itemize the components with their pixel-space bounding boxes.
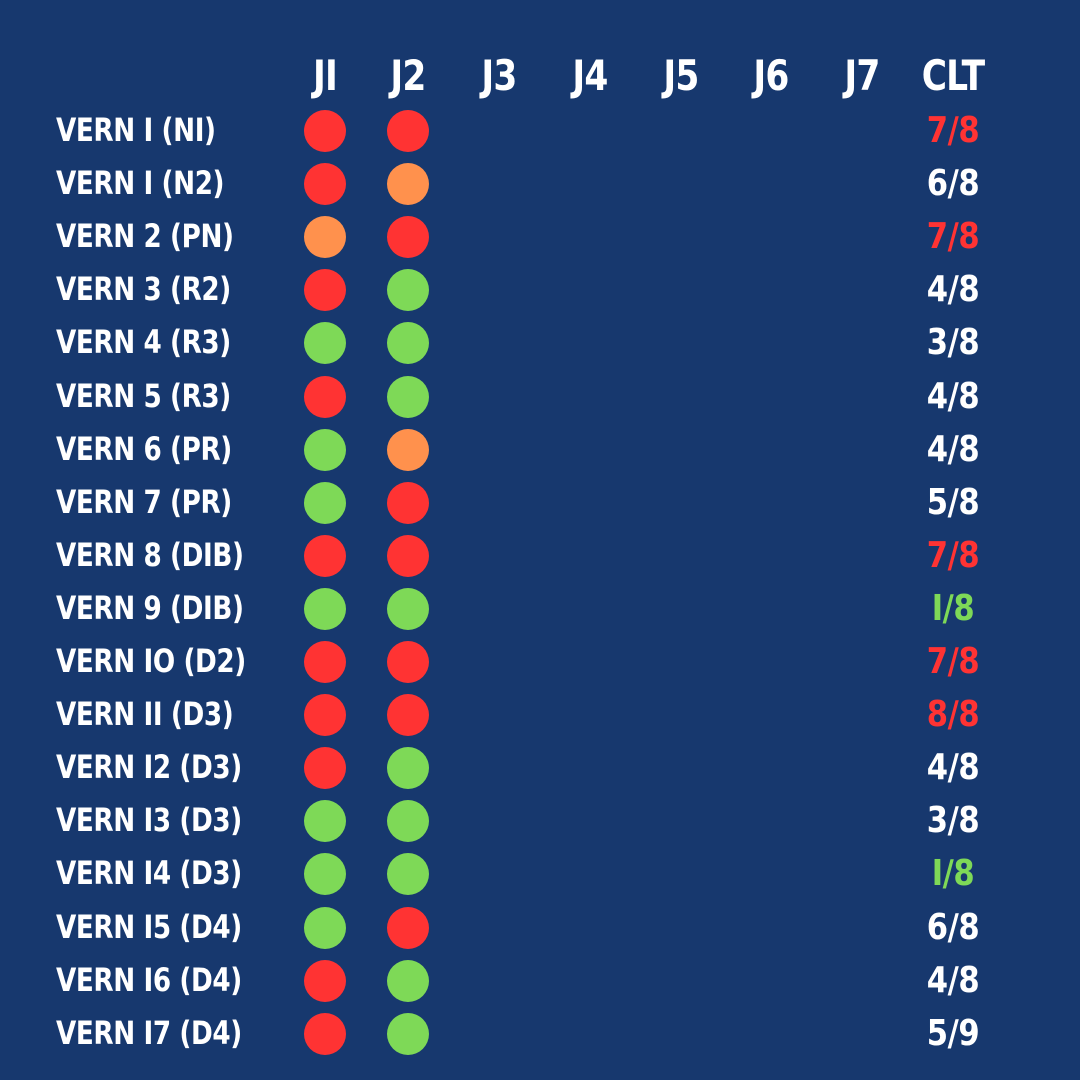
row-label: VERN I6 (D4) (56, 960, 242, 999)
status-dot-j2-green (387, 322, 429, 365)
column-header-ji: JI (312, 51, 338, 100)
status-dot-j1-red (304, 375, 346, 418)
table-row: VERN I (NI) 7/8 (0, 104, 1080, 157)
status-dot-j1-red (304, 163, 346, 206)
clt-score: 8/8 (926, 694, 980, 736)
clt-score: 7/8 (926, 110, 980, 151)
status-dot-j1-red (304, 959, 346, 1002)
status-dot-j2-green (387, 375, 429, 418)
row-label: VERN IO (D2) (56, 642, 246, 680)
clt-score: 4/8 (926, 428, 980, 470)
clt-score: 3/8 (926, 800, 980, 842)
column-header-j2: J2 (390, 51, 426, 100)
status-dot-j2-green (387, 1012, 429, 1055)
row-label: VERN 8 (DIB) (56, 535, 244, 574)
status-dot-j1-red (304, 534, 346, 577)
status-dot-j1-red (304, 1012, 346, 1055)
status-dot-j2-red (387, 906, 429, 949)
status-dot-j2-green (387, 587, 429, 630)
table-row: VERN 4 (R3) 3/8 (0, 316, 1080, 369)
table-row: VERN 8 (DIB) 7/8 (0, 529, 1080, 582)
clt-score: 6/8 (926, 906, 980, 948)
column-header-j6: J6 (753, 51, 789, 100)
status-dot-j2-red (387, 216, 429, 259)
row-label: VERN I4 (D3) (56, 854, 242, 893)
status-dot-j2-red (387, 641, 429, 683)
row-label: VERN 2 (PN) (56, 217, 234, 256)
column-header-j3: J3 (481, 51, 517, 100)
table-row: VERN 2 (PN) 7/8 (0, 210, 1080, 263)
table-row: VERN I2 (D3) 4/8 (0, 741, 1080, 794)
clt-score: I/8 (931, 853, 975, 895)
row-label: VERN I2 (D3) (56, 748, 242, 787)
row-label: VERN I7 (D4) (56, 1013, 242, 1052)
row-label: VERN I (N2) (56, 164, 225, 203)
table-row: VERN 6 (PR) 4/8 (0, 423, 1080, 476)
status-dot-j2-red (387, 694, 429, 737)
row-label: VERN I5 (D4) (56, 907, 242, 946)
clt-score: 4/8 (926, 959, 980, 1001)
table-row: VERN I4 (D3) I/8 (0, 847, 1080, 900)
status-dot-j2-green (387, 959, 429, 1002)
table-row: VERN 5 (R3) 4/8 (0, 370, 1080, 423)
status-dot-j1-red (304, 694, 346, 737)
row-label: VERN 6 (PR) (56, 429, 232, 468)
status-dot-j2-green (387, 853, 429, 896)
row-label: VERN II (D3) (56, 695, 234, 734)
column-header-j7: J7 (844, 51, 880, 100)
table-row: VERN 9 (DIB) I/8 (0, 582, 1080, 635)
clt-score: 6/8 (926, 163, 980, 205)
table-row: VERN I (N2) 6/8 (0, 157, 1080, 210)
column-header-j5: J5 (663, 51, 699, 100)
status-dot-j2-orange (387, 163, 429, 206)
clt-score: 5/9 (926, 1012, 980, 1054)
status-dot-j1-green (304, 428, 346, 471)
status-dot-j1-green (304, 800, 346, 843)
status-dot-j2-red (387, 110, 429, 152)
status-dot-j2-green (387, 269, 429, 312)
table-row: VERN I5 (D4) 6/8 (0, 901, 1080, 954)
status-dot-j1-red (304, 747, 346, 790)
status-dot-j2-green (387, 800, 429, 843)
row-label: VERN 9 (DIB) (56, 588, 244, 627)
table-row: VERN I7 (D4) 5/9 (0, 1007, 1080, 1060)
status-dot-j2-orange (387, 428, 429, 471)
row-label: VERN 4 (R3) (56, 323, 231, 362)
status-dot-j1-orange (304, 216, 346, 259)
status-dot-j1-green (304, 322, 346, 365)
status-dot-j1-red (304, 110, 346, 152)
clt-score: 4/8 (926, 269, 980, 311)
clt-score: 7/8 (926, 641, 980, 682)
table-row: VERN 7 (PR) 5/8 (0, 476, 1080, 529)
status-dot-j1-red (304, 641, 346, 683)
column-header-j4: J4 (572, 51, 608, 100)
status-dot-j1-red (304, 269, 346, 312)
status-dot-j2-green (387, 747, 429, 790)
table-row: VERN I6 (D4) 4/8 (0, 954, 1080, 1007)
status-dot-j1-green (304, 906, 346, 949)
row-label: VERN I (NI) (56, 111, 216, 149)
table-row: VERN I3 (D3) 3/8 (0, 794, 1080, 847)
row-label: VERN 7 (PR) (56, 482, 232, 521)
status-dot-j1-green (304, 587, 346, 630)
status-dot-j1-green (304, 481, 346, 524)
row-label: VERN 3 (R2) (56, 270, 231, 309)
clt-score: 3/8 (926, 322, 980, 364)
table-row: VERN 3 (R2) 4/8 (0, 263, 1080, 316)
table-row: VERN IO (D2) 7/8 (0, 635, 1080, 688)
clt-score: I/8 (931, 587, 975, 629)
clt-score: 7/8 (926, 216, 980, 258)
row-label: VERN 5 (R3) (56, 376, 231, 415)
row-label: VERN I3 (D3) (56, 801, 242, 840)
clt-score: 5/8 (926, 481, 980, 523)
clt-score: 4/8 (926, 747, 980, 789)
status-dot-j1-green (304, 853, 346, 896)
status-dot-j2-red (387, 481, 429, 524)
table-row: VERN II (D3) 8/8 (0, 688, 1080, 741)
column-header-clt: CLT (921, 51, 985, 100)
status-dot-j2-red (387, 534, 429, 577)
clt-score: 7/8 (926, 534, 980, 576)
clt-score: 4/8 (926, 375, 980, 417)
